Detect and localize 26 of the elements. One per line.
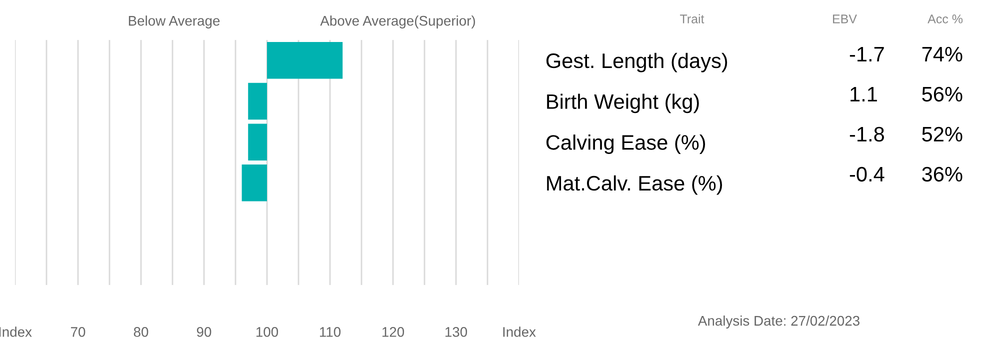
text: Analysis Date: 27/02/2023	[698, 316, 860, 328]
x-tick-label: Index	[503, 326, 536, 337]
x-tick-label: 120	[382, 327, 404, 337]
text: EBV	[833, 14, 857, 24]
x-tick-label: 90	[196, 327, 212, 337]
y-tick-label: Gest. Length (days)	[546, 52, 728, 72]
text: Acc %	[928, 14, 963, 24]
text: Trait	[680, 14, 704, 24]
text: Below Average	[128, 16, 220, 28]
text: 52%	[922, 126, 962, 142]
text: 74%	[922, 46, 962, 62]
x-tick-label: 80	[134, 327, 148, 337]
text: 1.1	[850, 87, 877, 102]
x-tick-label: 70	[70, 327, 86, 337]
text: 36%	[922, 166, 962, 182]
text: -1.7	[850, 47, 884, 62]
text: -1.8	[850, 126, 884, 142]
y-tick-label: Mat.Calv. Ease (%)	[547, 175, 722, 195]
x-tick-label: 100	[256, 327, 278, 337]
text: 56%	[922, 86, 962, 102]
x-tick-label: 130	[445, 327, 468, 337]
y-tick-label: Calving Ease (%)	[546, 134, 706, 154]
x-tick-label: 110	[320, 327, 341, 337]
y-tick-label: Birth Weight (kg)	[547, 94, 699, 114]
text: Above Average(Superior)	[320, 16, 475, 28]
text: -0.4	[850, 166, 884, 182]
